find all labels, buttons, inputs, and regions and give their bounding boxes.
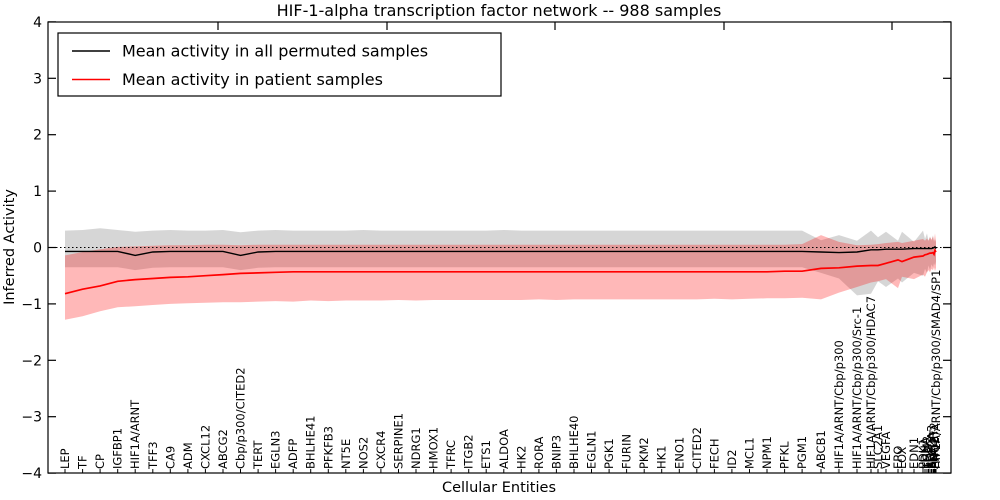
x-tick-label: PDK1 bbox=[916, 438, 930, 469]
patient-mean-line bbox=[64, 248, 937, 295]
x-tick-label: PGK1 bbox=[602, 438, 616, 469]
x-tick-label: ADM bbox=[181, 442, 195, 469]
x-tick-label: HIF1A/ARNT/Cbp/p300/Src-1 bbox=[850, 307, 864, 469]
x-tick-label: ID2 bbox=[725, 449, 739, 469]
x-tick-label: ETS1 bbox=[479, 440, 493, 469]
y-tick-label: −4 bbox=[21, 466, 42, 482]
x-tick-label: SERPINE1 bbox=[392, 413, 406, 469]
x-tick-label: EDN1 bbox=[907, 437, 921, 469]
x-tick-label: PLAUR bbox=[926, 431, 940, 469]
x-tick-label: ENG bbox=[922, 444, 936, 469]
y-tick-label: −3 bbox=[21, 410, 42, 426]
legend-label-patient: Mean activity in patient samples bbox=[122, 70, 383, 89]
x-tick-label: NPM1 bbox=[760, 436, 774, 469]
x-tick-label: SLC2A1 bbox=[871, 425, 885, 469]
x-tick-label: CA9 bbox=[163, 446, 177, 469]
x-tick-label: HK2 bbox=[514, 445, 528, 469]
x-tick-label: LDHA bbox=[918, 437, 932, 469]
x-tick-label: HIF1A/ARNT/Cbp/p300/HDAC7 bbox=[864, 296, 878, 469]
x-tick-label: CXCR4 bbox=[374, 431, 388, 469]
y-tick-label: −1 bbox=[21, 297, 42, 313]
x-tick-label: PFKL bbox=[778, 441, 792, 469]
x-tick-label: LEP bbox=[58, 448, 72, 469]
x-tick-label: MCL1 bbox=[743, 437, 757, 469]
x-tick-label: PGM1 bbox=[795, 436, 809, 469]
y-tick-label: 4 bbox=[33, 15, 42, 31]
x-tick-label: CXCL12 bbox=[198, 425, 212, 469]
x-tick-label: TFF3 bbox=[146, 441, 160, 470]
x-tick-label: ALDOA bbox=[497, 429, 511, 469]
x-tick-label: EPO bbox=[891, 446, 905, 469]
x-tick-label: HIF1A/ARNT/Cbp/p300 bbox=[832, 340, 846, 469]
x-tick-label: ADFP bbox=[286, 439, 300, 469]
y-tick-labels: −4 −3 −2 −1 0 1 2 3 4 bbox=[21, 15, 42, 482]
x-tick-label: IGFBP1 bbox=[111, 428, 125, 469]
x-tick-label: ENO2 bbox=[928, 437, 942, 469]
x-tick-label: ABCG2 bbox=[216, 429, 230, 469]
x-tick-label: TFRC bbox=[444, 440, 458, 470]
x-tick-label: BNIP3 bbox=[549, 435, 563, 469]
y-tick-label: 0 bbox=[33, 241, 42, 257]
x-tick-label: CP bbox=[93, 454, 107, 469]
permuted-samples-band bbox=[65, 228, 936, 296]
mean-activity-lines bbox=[64, 245, 937, 295]
x-tick-label: PGF bbox=[923, 447, 937, 469]
x-tick-label: HMOX1 bbox=[427, 427, 441, 469]
x-tick-label: VEGFA bbox=[879, 431, 893, 469]
x-tick-label: RORA bbox=[532, 436, 546, 469]
x-tick-label: TERT bbox=[251, 440, 265, 470]
plot-border bbox=[47, 21, 952, 474]
y-axis-label: Inferred Activity bbox=[2, 189, 18, 305]
legend: Mean activity in all permuted samples Me… bbox=[57, 32, 502, 97]
x-tick-label: LOX bbox=[895, 447, 909, 469]
x-tick-label: NOS2 bbox=[356, 437, 370, 469]
x-tick-label: NT5E bbox=[339, 439, 353, 469]
x-tick-label: ENO1 bbox=[672, 437, 686, 469]
patient-samples-band bbox=[65, 233, 936, 320]
legend-box bbox=[57, 32, 502, 97]
chart-title: HIF-1-alpha transcription factor network… bbox=[277, 1, 722, 20]
y-tick-label: 3 bbox=[33, 71, 42, 87]
x-tick-label: BHLHE40 bbox=[567, 416, 581, 470]
x-tick-labels: LEP TF CP IGFBP1 HIF1A/ARNT TFF3 CA9 ADM CXCL12 A… bbox=[58, 270, 943, 470]
x-tick-label: Cbp/p300/CITED2 bbox=[234, 367, 248, 469]
x-tick-label: TF bbox=[76, 455, 90, 470]
x-tick-label: ITGB2 bbox=[462, 434, 476, 469]
axis-ticks bbox=[48, 21, 951, 474]
x-tick-label: ABCB1 bbox=[814, 430, 828, 469]
x-tick-label: HK1 bbox=[655, 445, 669, 469]
legend-label-permuted: Mean activity in all permuted samples bbox=[122, 42, 428, 61]
permuted-mean-line bbox=[65, 245, 937, 257]
x-tick-label: FECH bbox=[707, 438, 721, 469]
y-tick-label: −2 bbox=[21, 353, 42, 369]
x-tick-label: FURIN bbox=[620, 434, 634, 469]
x-tick-label: SLC2A3 bbox=[925, 425, 939, 469]
x-tick-label: BHLHE41 bbox=[304, 416, 318, 470]
x-tick-label: TGM2 bbox=[920, 436, 934, 470]
x-tick-label: HIF1A/ARNT/Cbp/p300/SMAD4/SP1 bbox=[929, 270, 943, 469]
y-tick-label: 1 bbox=[33, 184, 42, 200]
confidence-bands bbox=[65, 228, 936, 320]
x-tick-label: PFKFB3 bbox=[321, 426, 335, 469]
x-tick-label: HIF1A/ARNT bbox=[128, 399, 142, 469]
x-axis-label: Cellular Entities bbox=[442, 480, 556, 496]
x-tick-label: ANGPT2 bbox=[927, 422, 941, 469]
x-tick-label: EGLN3 bbox=[269, 430, 283, 469]
x-tick-label: NDRG1 bbox=[409, 427, 423, 469]
x-tick-label: EGLN1 bbox=[585, 430, 599, 469]
x-tick-label: CITED2 bbox=[690, 427, 704, 469]
x-tick-label: PKM2 bbox=[637, 437, 651, 469]
y-tick-label: 2 bbox=[33, 128, 42, 144]
